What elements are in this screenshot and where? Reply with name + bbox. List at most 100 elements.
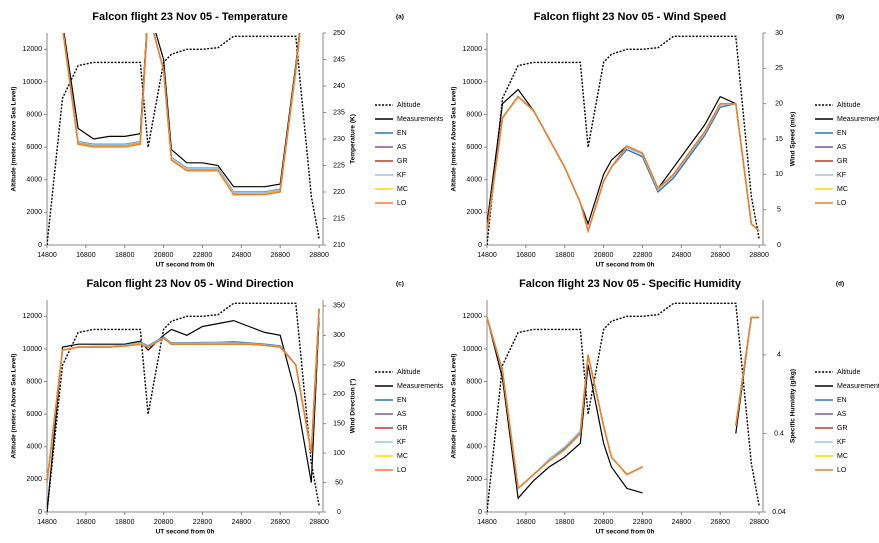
y2-tick-label: 0.04 — [772, 509, 786, 516]
x-axis-label: UT second from 0h — [156, 262, 215, 269]
panel: Falcon flight 23 Nov 05 - Temperature (a)… — [11, 11, 444, 269]
y2-axis-label: Wind Speed (m/s) — [790, 112, 797, 166]
x-tick-label: 22800 — [633, 519, 653, 526]
y-tick-label: 8000 — [26, 378, 42, 385]
y-tick-label: 10000 — [463, 79, 483, 86]
legend-label: AS — [397, 144, 407, 151]
y-tick-label: 4000 — [26, 444, 42, 451]
data-line — [487, 95, 760, 234]
y2-tick-label: 225 — [333, 162, 345, 169]
data-line — [487, 317, 643, 490]
chart-title: Falcon flight 23 Nov 05 - Temperature — [92, 11, 287, 23]
y-tick-label: 0 — [478, 509, 482, 516]
y2-tick-label: 250 — [333, 362, 345, 369]
x-tick-label: 16800 — [76, 252, 96, 259]
legend-label: GR — [397, 158, 408, 165]
x-tick-label: 14800 — [477, 252, 497, 259]
y2-tick-label: 10 — [775, 171, 783, 178]
x-tick-label: 24800 — [672, 252, 692, 259]
y-axis-label: Altitude (meters Above Sea Level) — [11, 354, 18, 459]
y2-tick-label: 235 — [333, 109, 345, 116]
legend-label: Altitude — [837, 102, 860, 109]
panel-label: (d) — [836, 281, 844, 288]
legend-label: AS — [397, 411, 407, 418]
legend-label: LO — [397, 200, 407, 207]
data-line — [47, 308, 320, 483]
data-line — [487, 95, 760, 234]
y-tick-label: 8000 — [26, 111, 42, 118]
y-axis-label: Altitude (meters Above Sea Level) — [451, 354, 458, 459]
y-tick-label: 4000 — [26, 177, 42, 184]
data-line — [62, 33, 301, 195]
legend-label: EN — [837, 397, 847, 404]
x-tick-label: 18800 — [555, 519, 575, 526]
legend-label: KF — [837, 172, 846, 179]
y2-tick-label: 210 — [333, 242, 345, 249]
y2-tick-label: 5 — [777, 207, 781, 214]
y2-tick-label: 0 — [337, 509, 341, 516]
y2-tick-label: 4 — [777, 352, 781, 359]
y-tick-label: 0 — [38, 242, 42, 249]
x-tick-label: 26800 — [271, 252, 291, 259]
panel-label: (c) — [396, 281, 404, 288]
y2-tick-label: 0.4 — [774, 430, 784, 437]
y-axis-label: Altitude (meters Above Sea Level) — [451, 87, 458, 192]
data-line — [487, 95, 760, 234]
y-tick-label: 6000 — [26, 144, 42, 151]
y2-tick-label: 350 — [333, 303, 345, 310]
y-tick-label: 4000 — [466, 444, 482, 451]
data-line — [487, 317, 643, 490]
plot-area — [487, 35, 760, 245]
plot-area — [47, 33, 320, 245]
x-tick-label: 28800 — [309, 252, 329, 259]
y2-tick-label: 245 — [333, 56, 345, 63]
y-axis-label: Altitude (meters Above Sea Level) — [11, 87, 18, 192]
y2-tick-label: 150 — [333, 421, 345, 428]
legend-label: LO — [837, 467, 847, 474]
data-line — [487, 317, 643, 500]
x-tick-label: 24800 — [232, 252, 252, 259]
y-tick-label: 12000 — [23, 313, 43, 320]
x-tick-label: 18800 — [555, 252, 575, 259]
y2-tick-label: 230 — [333, 136, 345, 143]
legend-label: Measurements — [837, 116, 879, 123]
x-tick-label: 22800 — [633, 252, 653, 259]
legend-label: KF — [837, 439, 846, 446]
x-tick-label: 18800 — [115, 252, 135, 259]
x-tick-label: 28800 — [309, 519, 329, 526]
y-tick-label: 8000 — [466, 378, 482, 385]
panel-label: (b) — [836, 14, 844, 21]
data-line — [487, 317, 643, 490]
y2-tick-label: 50 — [335, 479, 343, 486]
data-line — [487, 317, 643, 490]
y-tick-label: 12000 — [463, 46, 483, 53]
y-tick-label: 10000 — [23, 346, 43, 353]
y-tick-label: 0 — [38, 509, 42, 516]
y-tick-label: 12000 — [23, 46, 43, 53]
legend-label: LO — [837, 200, 847, 207]
panel-label: (a) — [396, 14, 404, 21]
data-line — [62, 33, 301, 196]
y2-tick-label: 220 — [333, 189, 345, 196]
panel: Falcon flight 23 Nov 05 - Specific Humid… — [451, 278, 879, 536]
legend-label: GR — [397, 425, 408, 432]
x-tick-label: 14800 — [477, 519, 497, 526]
y-tick-label: 12000 — [463, 313, 483, 320]
data-line — [487, 317, 643, 490]
data-line — [47, 35, 320, 245]
x-tick-label: 28800 — [749, 519, 769, 526]
y2-axis-label: Temperature (K) — [350, 114, 357, 164]
legend-label: EN — [397, 130, 407, 137]
y-tick-label: 6000 — [466, 144, 482, 151]
y2-tick-label: 300 — [333, 332, 345, 339]
data-line — [487, 302, 760, 512]
x-tick-label: 26800 — [271, 519, 291, 526]
data-line — [47, 302, 320, 512]
legend-label: Measurements — [397, 116, 444, 123]
legend-label: EN — [397, 397, 407, 404]
data-line — [63, 33, 300, 188]
legend-label: MC — [397, 186, 408, 193]
y-tick-label: 2000 — [466, 209, 482, 216]
panel: Falcon flight 23 Nov 05 - Wind Speed (b) 1… — [451, 11, 879, 269]
y-tick-label: 2000 — [466, 476, 482, 483]
